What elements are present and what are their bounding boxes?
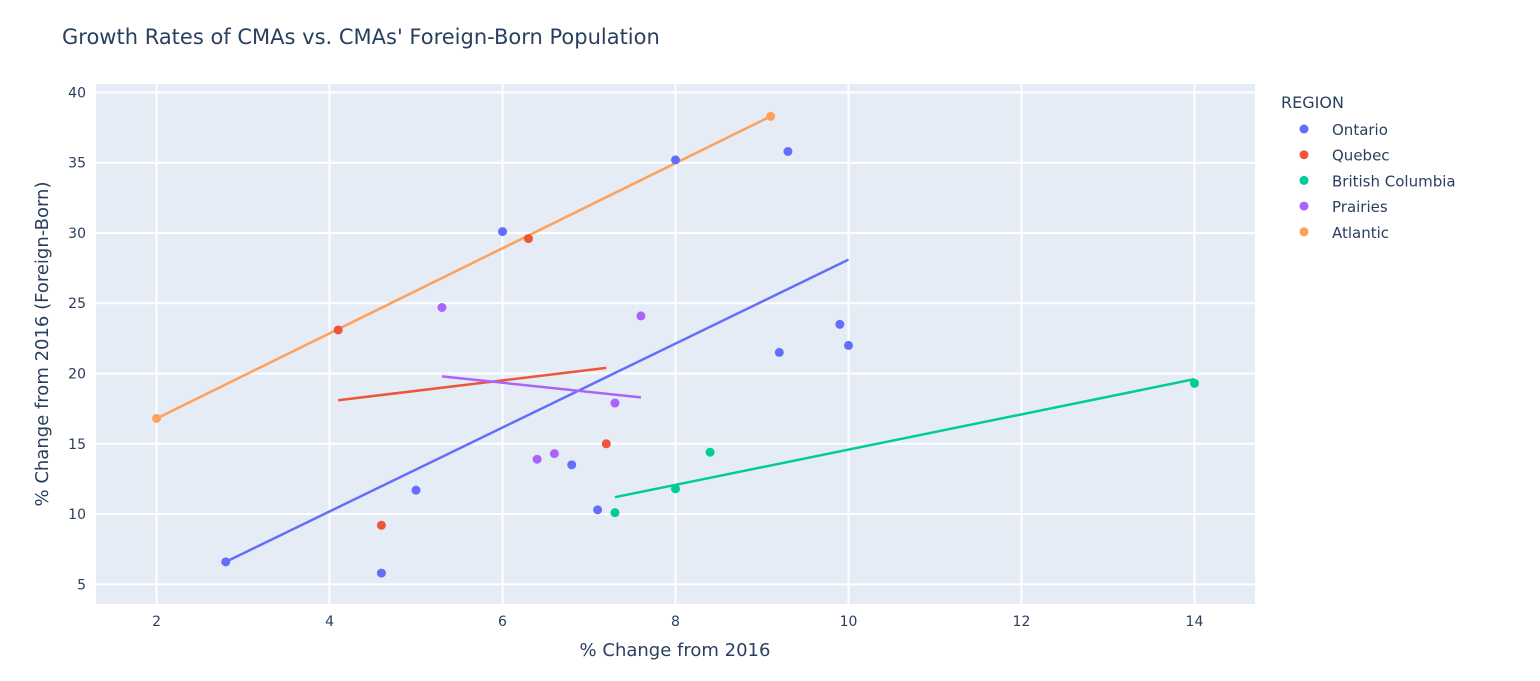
- tick-labels: 2 4 6 8 10 12 14 5 10 15 20 25 30 35 40: [68, 85, 1203, 630]
- legend-item-quebec[interactable]: Quebec: [1299, 147, 1390, 165]
- ontario-point[interactable]: [774, 347, 784, 357]
- legend-label-prairies: Prairies: [1332, 198, 1388, 216]
- quebec-point[interactable]: [601, 439, 611, 449]
- x-tick-label: 4: [325, 614, 334, 630]
- quebec-trendline: [338, 366, 607, 402]
- trendlines: [155, 115, 1195, 563]
- x-tick-label: 6: [498, 614, 507, 630]
- quebec-point[interactable]: [376, 520, 386, 530]
- legend-label-atlantic: Atlantic: [1332, 224, 1389, 242]
- ontario-point[interactable]: [498, 227, 508, 237]
- british-columbia-point[interactable]: [671, 484, 680, 494]
- y-tick-label: 10: [68, 507, 86, 523]
- legend-items: Ontario Quebec British Columbia Prairies Atl…: [1299, 121, 1456, 242]
- legend-label-british-columbia: British Columbia: [1332, 172, 1456, 190]
- y-tick-label: 30: [68, 226, 86, 242]
- ontario-point[interactable]: [593, 505, 603, 515]
- x-tick-label: 12: [1013, 614, 1031, 630]
- ontario-point[interactable]: [671, 155, 680, 165]
- atlantic-point[interactable]: [766, 111, 776, 121]
- ontario-point[interactable]: [567, 460, 577, 470]
- x-tick-label: 2: [152, 614, 161, 630]
- scatter-points: [152, 111, 1199, 578]
- legend-item-ontario[interactable]: Ontario: [1299, 121, 1388, 139]
- y-tick-label: 20: [68, 367, 86, 383]
- ontario-point[interactable]: [221, 557, 231, 567]
- prairies-point[interactable]: [532, 454, 542, 464]
- legend-marker-quebec: [1299, 150, 1309, 160]
- x-tick-label: 10: [840, 614, 858, 630]
- british-columbia-trendline: [614, 377, 1195, 499]
- y-tick-label: 25: [68, 296, 86, 312]
- legend-marker-atlantic: [1299, 227, 1309, 237]
- legend-item-atlantic[interactable]: Atlantic: [1299, 224, 1390, 242]
- atlantic-point[interactable]: [152, 413, 162, 423]
- legend-item-british-columbia[interactable]: British Columbia: [1299, 172, 1456, 190]
- legend: REGION Ontario Quebec British Columbia Prai…: [1281, 93, 1456, 242]
- ontario-point[interactable]: [843, 340, 853, 350]
- chart-title: Growth Rates of CMAs vs. CMAs' Foreign-B…: [62, 25, 660, 49]
- x-axis-title: % Change from 2016: [580, 640, 771, 661]
- y-tick-label: 15: [68, 437, 86, 453]
- legend-item-prairies[interactable]: Prairies: [1299, 198, 1388, 216]
- prairies-point[interactable]: [610, 398, 620, 408]
- ontario-point[interactable]: [376, 568, 386, 578]
- y-tick-label: 35: [68, 156, 86, 172]
- y-axis-title: % Change from 2016 (Foreign-Born): [32, 182, 53, 507]
- prairies-point[interactable]: [437, 302, 447, 312]
- ontario-trendline: [225, 258, 850, 563]
- ontario-point[interactable]: [783, 146, 793, 156]
- legend-title: REGION: [1281, 93, 1344, 112]
- atlantic-trendline: [155, 115, 772, 420]
- y-tick-label: 40: [68, 85, 86, 101]
- x-tick-label: 14: [1186, 614, 1204, 630]
- quebec-point[interactable]: [523, 234, 533, 244]
- british-columbia-point[interactable]: [1189, 378, 1199, 388]
- ontario-point[interactable]: [411, 485, 421, 495]
- ontario-point[interactable]: [835, 319, 845, 329]
- legend-label-ontario: Ontario: [1332, 121, 1388, 139]
- prairies-point[interactable]: [636, 311, 646, 321]
- legend-label-quebec: Quebec: [1332, 147, 1390, 165]
- legend-marker-ontario: [1299, 124, 1309, 134]
- prairies-point[interactable]: [549, 449, 559, 459]
- x-tick-label: 8: [671, 614, 680, 630]
- british-columbia-point[interactable]: [610, 508, 620, 518]
- quebec-point[interactable]: [333, 325, 343, 335]
- legend-marker-british-columbia: [1299, 175, 1309, 185]
- prairies-trendline: [441, 375, 642, 399]
- y-tick-label: 5: [77, 577, 86, 593]
- british-columbia-point[interactable]: [705, 447, 715, 457]
- legend-marker-prairies: [1299, 201, 1309, 211]
